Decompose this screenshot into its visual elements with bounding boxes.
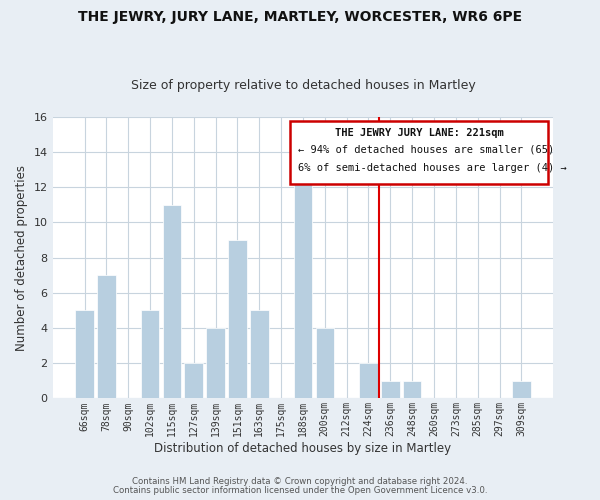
X-axis label: Distribution of detached houses by size in Martley: Distribution of detached houses by size … — [154, 442, 452, 455]
FancyBboxPatch shape — [290, 121, 548, 184]
Title: Size of property relative to detached houses in Martley: Size of property relative to detached ho… — [131, 79, 475, 92]
Bar — [141, 310, 160, 398]
Bar — [381, 381, 400, 398]
Text: Contains public sector information licensed under the Open Government Licence v3: Contains public sector information licen… — [113, 486, 487, 495]
Bar — [97, 275, 116, 398]
Text: THE JEWRY JURY LANE: 221sqm: THE JEWRY JURY LANE: 221sqm — [335, 128, 504, 138]
Bar — [163, 205, 181, 398]
Bar — [184, 363, 203, 398]
Text: Contains HM Land Registry data © Crown copyright and database right 2024.: Contains HM Land Registry data © Crown c… — [132, 477, 468, 486]
Bar — [512, 381, 530, 398]
Text: 6% of semi-detached houses are larger (4) →: 6% of semi-detached houses are larger (4… — [298, 162, 567, 172]
Bar — [359, 363, 378, 398]
Text: THE JEWRY, JURY LANE, MARTLEY, WORCESTER, WR6 6PE: THE JEWRY, JURY LANE, MARTLEY, WORCESTER… — [78, 10, 522, 24]
Bar — [316, 328, 334, 398]
Bar — [228, 240, 247, 398]
Bar — [293, 170, 312, 398]
Bar — [206, 328, 225, 398]
Bar — [250, 310, 269, 398]
Text: ← 94% of detached houses are smaller (65): ← 94% of detached houses are smaller (65… — [298, 145, 554, 155]
Bar — [76, 310, 94, 398]
Bar — [403, 381, 421, 398]
Y-axis label: Number of detached properties: Number of detached properties — [15, 164, 28, 350]
